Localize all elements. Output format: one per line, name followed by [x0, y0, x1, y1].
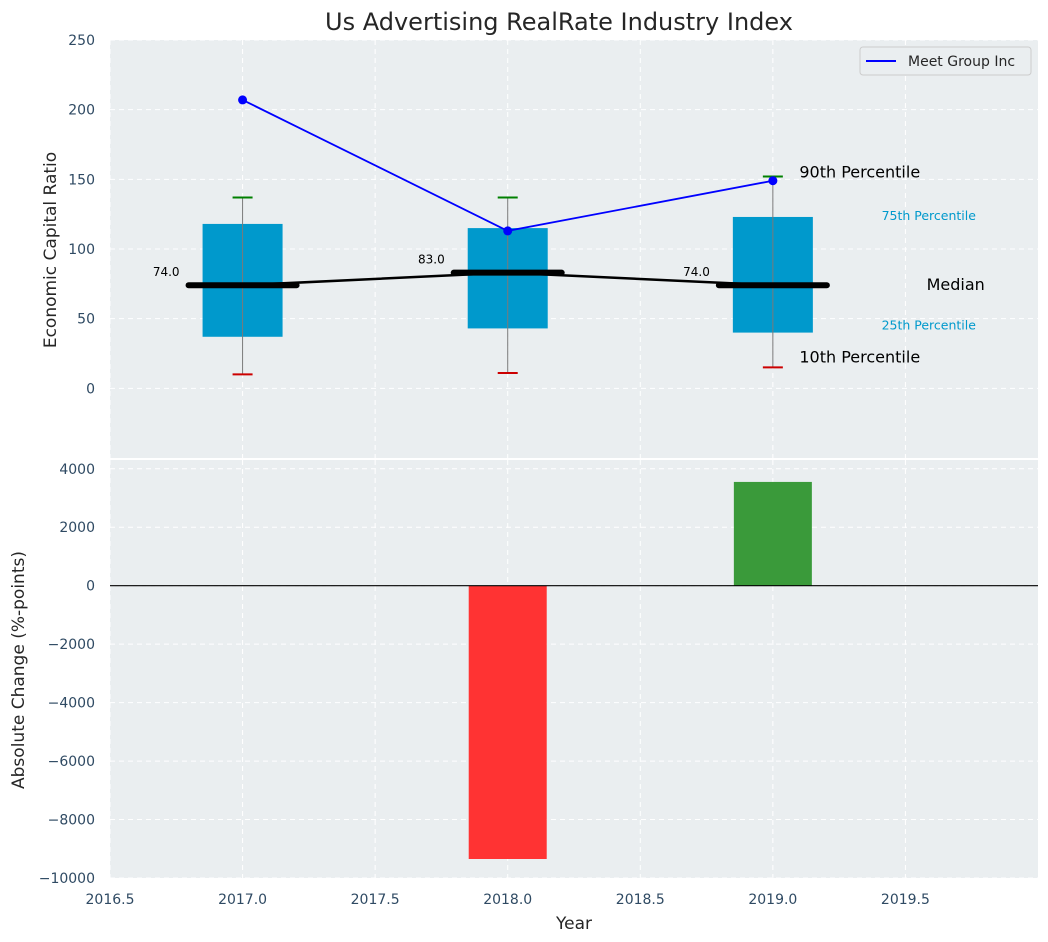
bottom-marks — [110, 481, 1038, 859]
bottom-y-tick-label: 2000 — [59, 520, 95, 536]
annotation-p10: 10th Percentile — [799, 347, 920, 366]
bottom-y-tick-label: −8000 — [48, 813, 95, 829]
x-tick-label: 2019.5 — [881, 892, 930, 908]
change-bar — [733, 481, 812, 586]
change-bar — [468, 585, 547, 859]
x-tick-label: 2017.5 — [351, 892, 400, 908]
top-y-tick-label: 200 — [68, 103, 95, 119]
annotation-p25: 25th Percentile — [882, 318, 977, 333]
top-marks: 74.0 83.0 74.0 90th Percentile 75th Percenti… — [153, 95, 985, 376]
bottom-plot-area — [110, 460, 1038, 878]
median-value-label: 74.0 — [153, 265, 180, 279]
bottom-grid — [109, 460, 1038, 879]
bottom-y-tick-label: −2000 — [48, 637, 95, 653]
x-tick-label: 2016.5 — [86, 892, 135, 908]
series-point — [768, 176, 778, 186]
bottom-y-axis-label: Absolute Change (%-points) — [9, 551, 29, 789]
median-value-label: 74.0 — [683, 265, 710, 279]
series-point — [503, 226, 513, 236]
annotation-p90: 90th Percentile — [799, 163, 920, 182]
top-y-axis-label: Economic Capital Ratio — [41, 152, 61, 348]
x-axis-label: Year — [555, 914, 592, 934]
top-y-tick-label: 250 — [68, 33, 95, 49]
top-y-tick-label: 100 — [68, 242, 95, 258]
x-tick-label: 2017.0 — [218, 892, 267, 908]
x-tick-label: 2019.0 — [748, 892, 797, 908]
bottom-y-tick-label: 4000 — [59, 462, 95, 478]
x-tick-label: 2018.0 — [483, 892, 532, 908]
x-ticks: 2016.5 2017.0 2017.5 2018.0 2018.5 2019.0 2019… — [86, 892, 930, 908]
median-value-label: 83.0 — [418, 253, 445, 267]
bottom-y-tick-label: −6000 — [48, 754, 95, 770]
series-point — [238, 95, 248, 105]
top-y-tick-label: 150 — [68, 172, 95, 188]
annotation-median: Median — [927, 275, 985, 294]
top-y-tick-label: 50 — [77, 312, 95, 328]
chart-title: Us Advertising RealRate Industry Index — [325, 8, 793, 36]
legend-entry: Meet Group Inc — [908, 54, 1015, 70]
annotation-p75: 75th Percentile — [882, 208, 977, 223]
bottom-y-ticks: −10000 −8000 −6000 −4000 −2000 0 2000 4000 — [39, 462, 95, 887]
top-y-ticks: 0 50 100 150 200 250 — [68, 33, 95, 397]
x-tick-label: 2018.5 — [616, 892, 665, 908]
bottom-y-tick-label: −10000 — [39, 871, 95, 887]
bottom-y-tick-label: −4000 — [48, 696, 95, 712]
bottom-y-tick-label: 0 — [86, 579, 95, 595]
legend: Meet Group Inc — [859, 46, 1032, 76]
legend-box — [859, 46, 1032, 76]
top-y-tick-label: 0 — [86, 381, 95, 397]
